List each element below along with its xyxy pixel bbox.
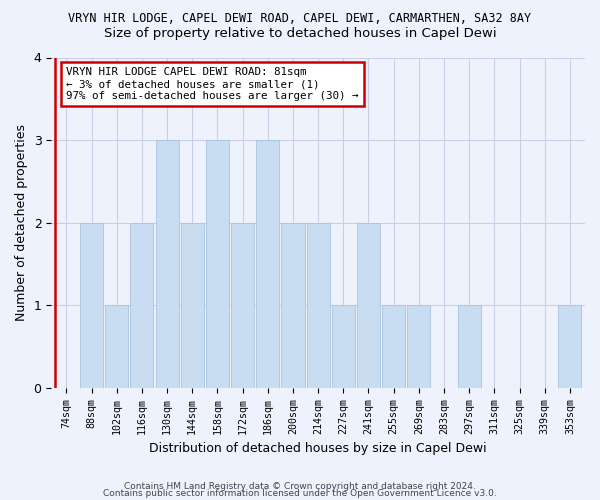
X-axis label: Distribution of detached houses by size in Capel Dewi: Distribution of detached houses by size …	[149, 442, 487, 455]
Bar	[307, 222, 330, 388]
Bar	[281, 222, 305, 388]
Text: VRYN HIR LODGE, CAPEL DEWI ROAD, CAPEL DEWI, CARMARTHEN, SA32 8AY: VRYN HIR LODGE, CAPEL DEWI ROAD, CAPEL D…	[68, 12, 532, 26]
Bar	[382, 306, 405, 388]
Bar	[105, 306, 128, 388]
Text: Contains public sector information licensed under the Open Government Licence v3: Contains public sector information licen…	[103, 490, 497, 498]
Text: VRYN HIR LODGE CAPEL DEWI ROAD: 81sqm
← 3% of detached houses are smaller (1)
97: VRYN HIR LODGE CAPEL DEWI ROAD: 81sqm ← …	[67, 68, 359, 100]
Bar	[559, 306, 581, 388]
Text: Size of property relative to detached houses in Capel Dewi: Size of property relative to detached ho…	[104, 28, 496, 40]
Y-axis label: Number of detached properties: Number of detached properties	[15, 124, 28, 321]
Bar	[155, 140, 179, 388]
Bar	[458, 306, 481, 388]
Bar	[206, 140, 229, 388]
Text: Contains HM Land Registry data © Crown copyright and database right 2024.: Contains HM Land Registry data © Crown c…	[124, 482, 476, 491]
Bar	[80, 222, 103, 388]
Bar	[130, 222, 154, 388]
Bar	[357, 222, 380, 388]
Bar	[256, 140, 280, 388]
Bar	[181, 222, 204, 388]
Bar	[231, 222, 254, 388]
Bar	[332, 306, 355, 388]
Bar	[407, 306, 430, 388]
